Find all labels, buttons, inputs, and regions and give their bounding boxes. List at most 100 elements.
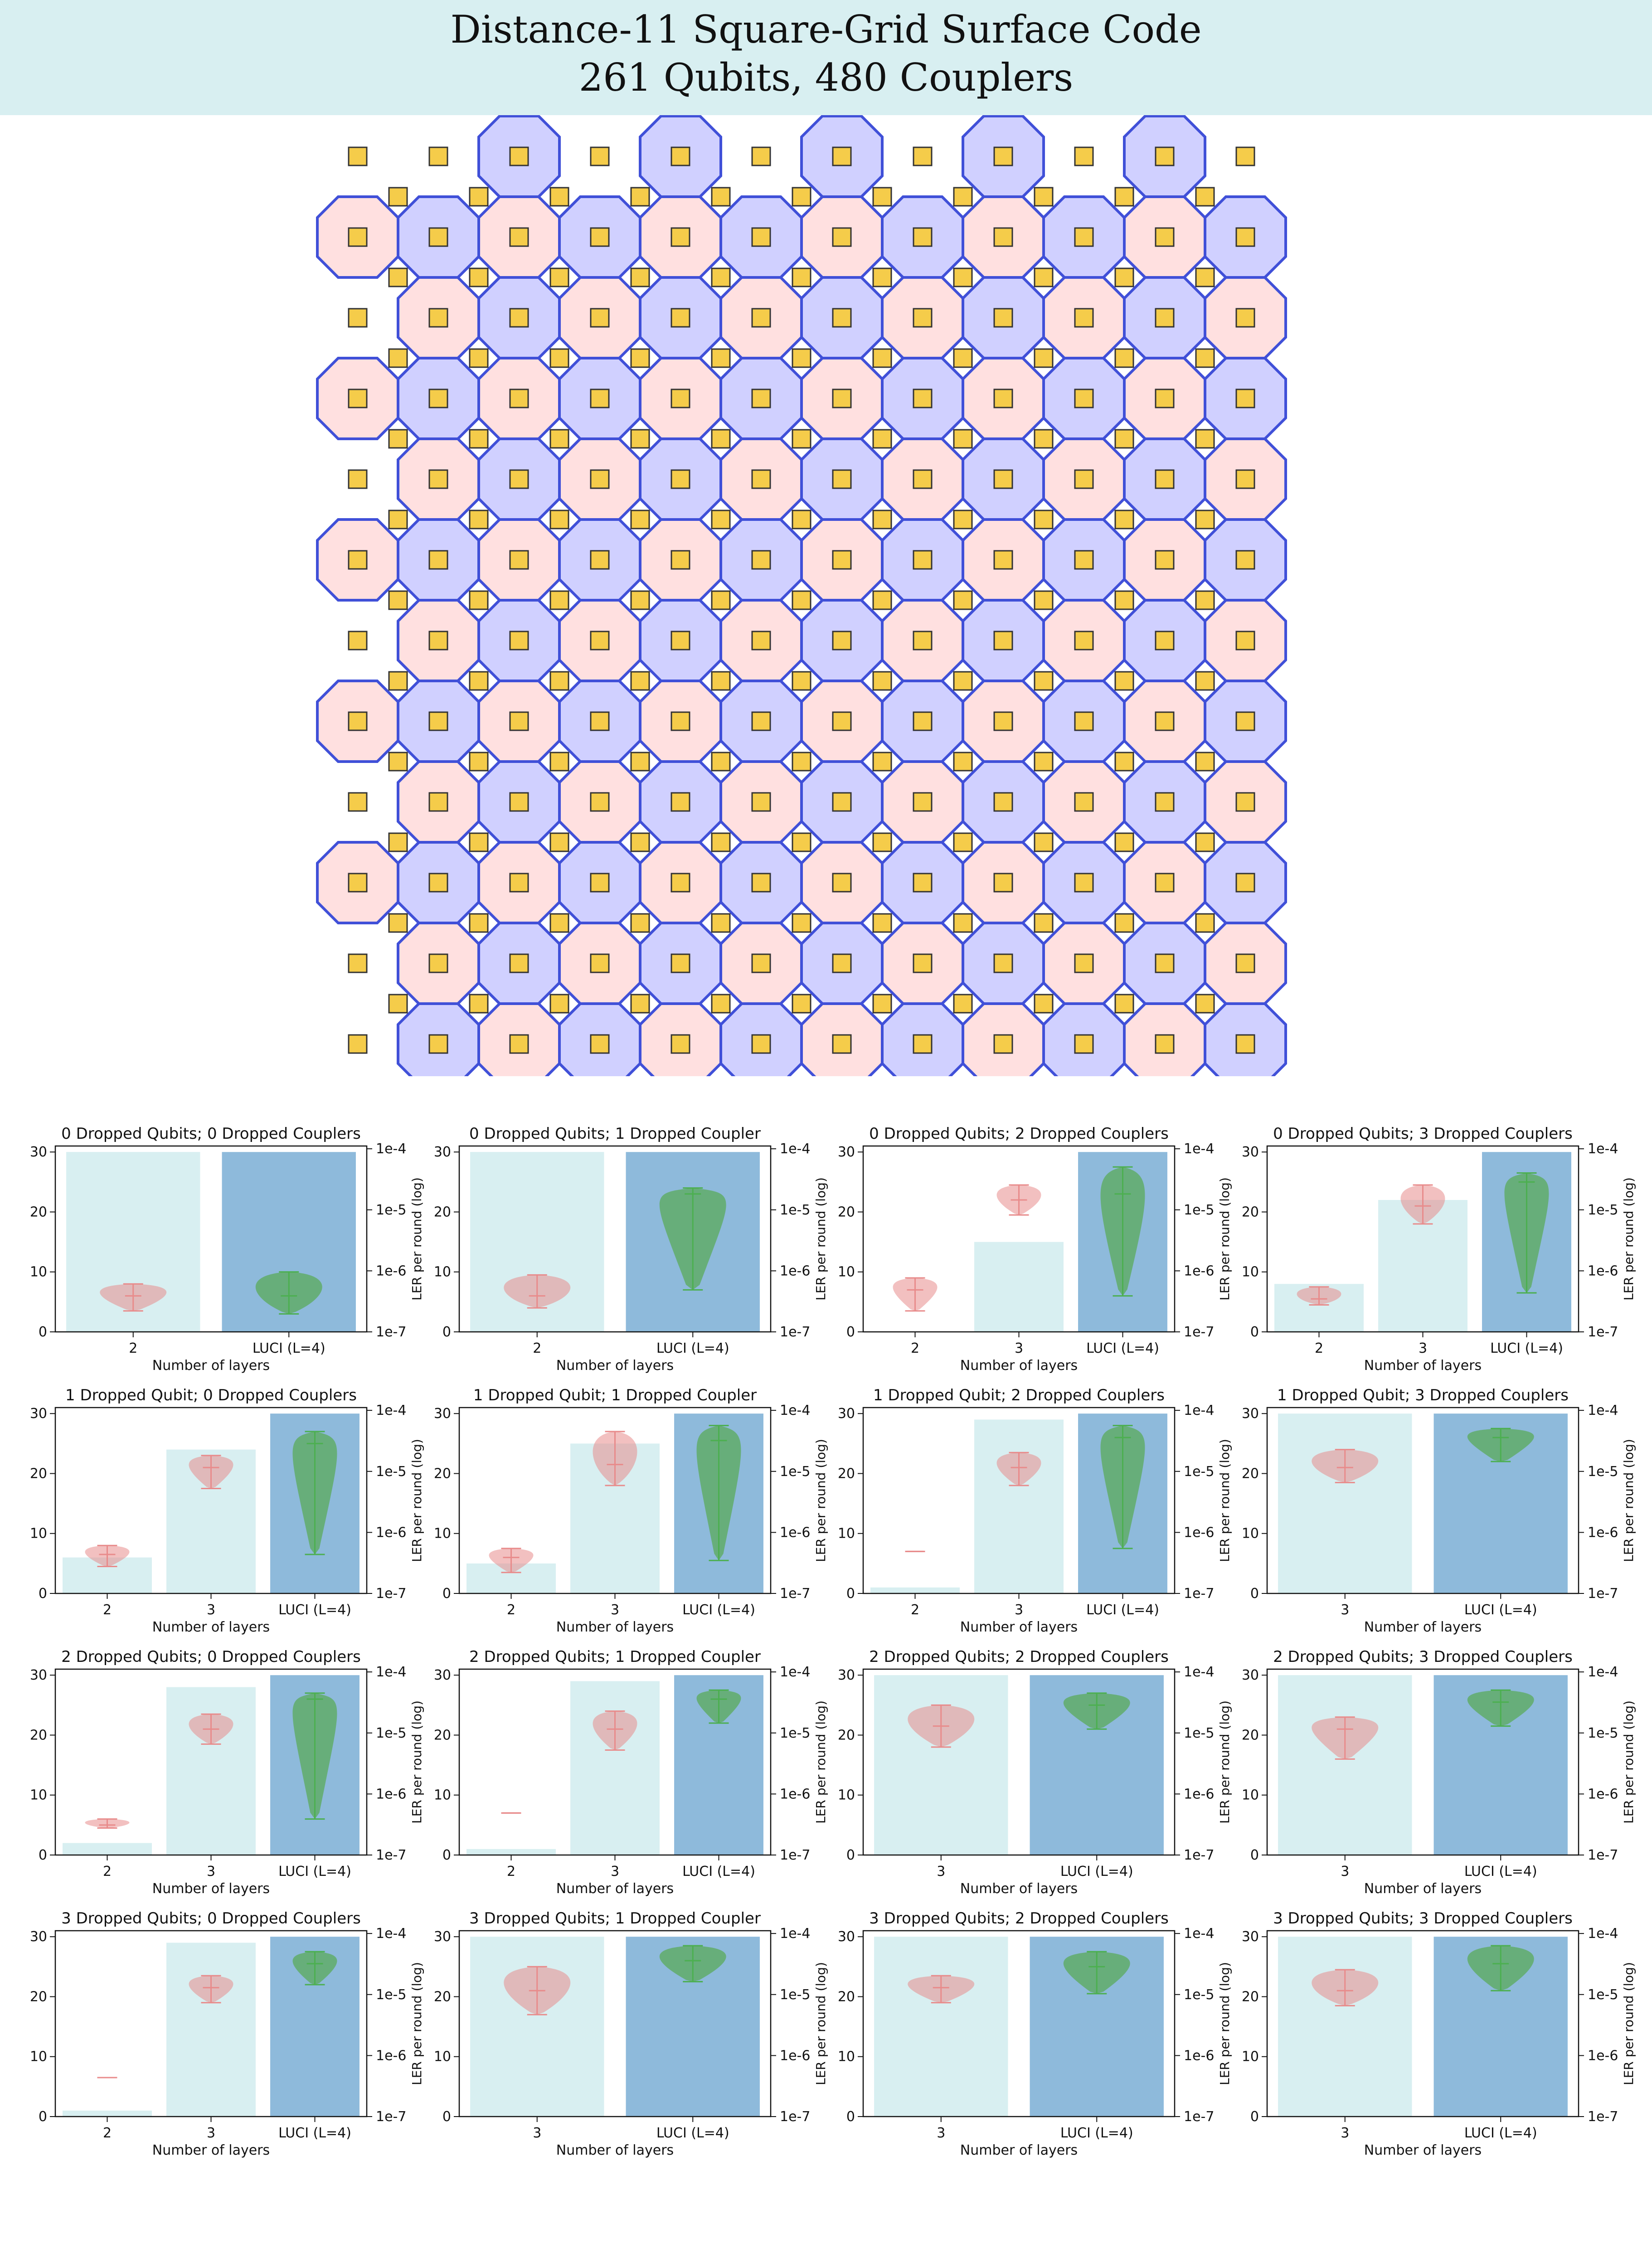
- y2-tick-label: 1e-7: [780, 1586, 810, 1602]
- measure-qubit: [1235, 631, 1255, 651]
- measure-qubit: [348, 631, 368, 651]
- y2-tick-label: 1e-6: [780, 1525, 810, 1540]
- measure-qubit: [1235, 388, 1255, 408]
- axes-frame: [1266, 1407, 1579, 1594]
- chart-panel: 2 3 LUCI (L=4) 0 10 20 30 1e-7 1e-6 1e-5 1e-4 2 Dro…: [434, 1648, 828, 1897]
- x-tick-label: LUCI (L=4): [1464, 1864, 1537, 1879]
- bar: [874, 1937, 1008, 2117]
- measure-qubit: [1235, 953, 1255, 973]
- y2-axis-label: LER per round (log): [813, 1439, 828, 1562]
- measure-qubit: [671, 146, 690, 166]
- measure-qubit: [1235, 308, 1255, 328]
- y2-tick-label: 1e-5: [1184, 1725, 1214, 1741]
- axes-frame: [54, 1930, 368, 2117]
- data-qubit: [1114, 752, 1134, 772]
- y-tick-label: 10: [434, 2049, 451, 2065]
- data-qubit: [953, 832, 973, 852]
- y2-tick-label: 1e-6: [780, 1263, 810, 1279]
- y2-tick-label: 1e-4: [1588, 1141, 1618, 1157]
- measure-qubit: [590, 631, 610, 651]
- chart-title: 0 Dropped Qubits; 0 Dropped Couplers: [61, 1125, 361, 1143]
- chart-title: 1 Dropped Qubit; 0 Dropped Couplers: [65, 1386, 357, 1404]
- y-tick-label: 30: [434, 1144, 451, 1160]
- x-axis-label: Number of layers: [152, 1881, 270, 1897]
- measure-qubit: [1235, 227, 1255, 247]
- axes-frame: [458, 1407, 772, 1594]
- y-tick-label: 10: [838, 1264, 855, 1280]
- y2-tick-label: 1e-4: [1184, 1403, 1214, 1418]
- measure-qubit: [832, 308, 852, 328]
- data-qubit: [469, 429, 489, 449]
- y-tick-label: 0: [39, 1847, 47, 1863]
- x-tick-label: 3: [1341, 1864, 1349, 1879]
- data-qubit: [1114, 832, 1134, 852]
- chart-panel: 2 3 LUCI (L=4) 0 10 20 30 1e-7 1e-6 1e-5 1e-4 1 Dro…: [434, 1386, 828, 1635]
- data-qubit: [953, 994, 973, 1014]
- data-qubit: [630, 187, 650, 207]
- measure-qubit: [428, 953, 448, 973]
- y-tick-label: 10: [434, 1264, 451, 1280]
- measure-qubit: [913, 953, 933, 973]
- y2-tick-label: 1e-6: [376, 1263, 406, 1279]
- x-tick-label: 2: [507, 1864, 515, 1879]
- measure-qubit: [428, 469, 448, 489]
- y-tick-label: 0: [1250, 1847, 1259, 1863]
- measure-qubit: [1155, 308, 1175, 328]
- data-qubit: [388, 752, 408, 772]
- measure-qubit: [509, 711, 529, 731]
- data-qubit: [711, 752, 731, 772]
- chart-panel: 2 3 LUCI (L=4) 0 10 20 30 1e-7 1e-6 1e-5 1e-4 0 Dro…: [838, 1125, 1232, 1374]
- y2-axis-label: LER per round (log): [1621, 1962, 1636, 2085]
- data-qubit: [1195, 671, 1215, 691]
- measure-qubit: [1074, 550, 1094, 570]
- data-qubit: [1114, 510, 1134, 529]
- y2-tick-label: 1e-6: [780, 2048, 810, 2064]
- lattice-qubits: [348, 146, 1255, 1054]
- data-qubit: [388, 510, 408, 529]
- y2-tick-label: 1e-6: [1588, 1263, 1618, 1279]
- data-qubit: [872, 752, 892, 772]
- y-tick-label: 0: [846, 1847, 855, 1863]
- data-qubit: [388, 429, 408, 449]
- data-qubit: [549, 590, 569, 610]
- y2-axis-label: LER per round (log): [1217, 1962, 1232, 2085]
- y-tick-label: 10: [434, 1787, 451, 1803]
- y2-tick-label: 1e-5: [780, 1464, 810, 1480]
- x-tick-label: 3: [1419, 1340, 1427, 1356]
- measure-qubit: [993, 873, 1013, 893]
- axes-frame: [458, 1668, 772, 1856]
- data-qubit: [1034, 187, 1054, 207]
- measure-qubit: [832, 711, 852, 731]
- y-tick-label: 0: [1250, 1586, 1259, 1602]
- x-tick-label: 3: [207, 1864, 215, 1879]
- y2-tick-label: 1e-4: [780, 1926, 810, 1942]
- y-tick-label: 0: [39, 1324, 47, 1340]
- chart-panel: 2 3 LUCI (L=4) 0 10 20 30 1e-7 1e-6 1e-5 1e-4 2 Dro…: [30, 1648, 424, 1897]
- y-tick-label: 20: [30, 1204, 47, 1220]
- y2-tick-label: 1e-5: [780, 1725, 810, 1741]
- y2-tick-label: 1e-6: [780, 1786, 810, 1802]
- measure-qubit: [1235, 469, 1255, 489]
- data-qubit: [872, 429, 892, 449]
- y-tick-label: 10: [30, 1526, 47, 1542]
- bar: [63, 1843, 152, 1855]
- y2-tick-label: 1e-5: [376, 1987, 406, 2003]
- y-tick-label: 30: [30, 1667, 47, 1683]
- measure-qubit: [832, 227, 852, 247]
- measure-qubit: [1074, 1034, 1094, 1054]
- measure-qubit: [1155, 873, 1175, 893]
- bar: [466, 1849, 556, 1855]
- data-qubit: [549, 832, 569, 852]
- data-qubit: [469, 994, 489, 1014]
- y-tick-label: 0: [1250, 1324, 1259, 1340]
- y2-tick-label: 1e-5: [376, 1202, 406, 1218]
- y2-tick-label: 1e-4: [1588, 1664, 1618, 1680]
- chart-panel: 2 3 LUCI (L=4) 0 10 20 30 1e-7 1e-6 1e-5 1e-4 0 Dro…: [1242, 1125, 1636, 1374]
- chart-title: 1 Dropped Qubit; 3 Dropped Couplers: [1277, 1386, 1569, 1404]
- x-tick-label: 2: [129, 1340, 137, 1356]
- chart-panel: 3 LUCI (L=4) 0 10 20 30 1e-7 1e-6 1e-5 1e-4 3 Drop…: [1242, 1909, 1636, 2158]
- measure-qubit: [832, 1034, 852, 1054]
- x-tick-label: 3: [1341, 2125, 1349, 2141]
- measure-qubit: [751, 1034, 771, 1054]
- bar: [1278, 1675, 1412, 1855]
